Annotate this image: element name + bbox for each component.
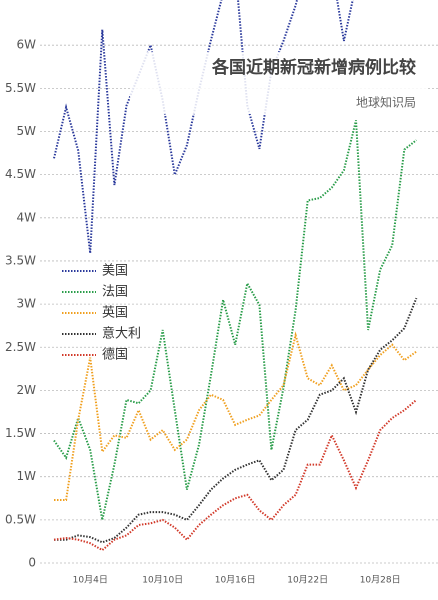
y-tick-label: 2.5W — [5, 340, 36, 354]
y-tick-label: 1.5W — [5, 426, 36, 440]
legend-label: 德国 — [102, 348, 128, 363]
y-tick-label: 3W — [17, 297, 37, 311]
legend-label: 英国 — [102, 306, 128, 321]
legend-label: 意大利 — [102, 326, 141, 342]
y-tick-label: 4.5W — [5, 167, 36, 181]
series-line — [54, 297, 418, 544]
series-line — [54, 331, 417, 501]
y-tick-label: 3.5W — [5, 253, 36, 267]
chart-title: 各国近期新冠新增病例比较 — [211, 57, 416, 78]
y-tick-label: 6W — [17, 38, 37, 52]
legend-label: 美国 — [102, 264, 128, 279]
y-tick-label: 0.5W — [5, 512, 36, 526]
series-line — [53, 399, 418, 552]
y-tick-label: 1W — [17, 469, 37, 483]
y-tick-label: 4W — [17, 210, 37, 224]
x-tick-label: 10月16日 — [215, 575, 256, 586]
series-line — [53, 120, 418, 521]
y-tick-label: 0 — [28, 556, 36, 570]
y-tick-label: 2W — [17, 383, 37, 397]
x-tick-label: 10月4日 — [73, 575, 108, 586]
plot — [53, 0, 418, 552]
y-tick-label: 5W — [17, 124, 37, 138]
legend-label: 法国 — [102, 285, 128, 300]
x-tick-label: 10月28日 — [360, 575, 401, 586]
x-tick-label: 10月22日 — [287, 575, 328, 586]
title-backdrop — [130, 52, 428, 114]
chart-subtitle: 地球知识局 — [356, 96, 416, 110]
series-line — [53, 0, 354, 254]
x-tick-label: 10月10日 — [142, 575, 183, 586]
grid: 0 0.5W 1W 1.5W 2W 2.5W 3W 3.5W 4W 4.5W 5W 5.5W 6W 10月… — [5, 38, 438, 586]
y-tick-label: 5.5W — [5, 81, 36, 95]
